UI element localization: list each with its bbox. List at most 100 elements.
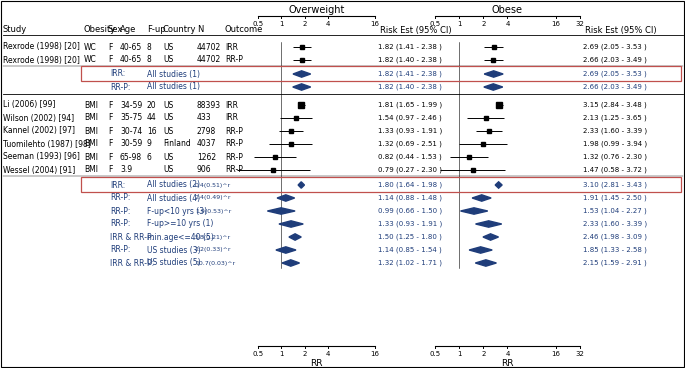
Text: 2.33 (1.60 - 3.39 ): 2.33 (1.60 - 3.39 ) [583,221,647,227]
Polygon shape [483,234,499,240]
Text: 1.54 (0.97 - 2.46 ): 1.54 (0.97 - 2.46 ) [378,115,442,121]
Text: 1.82 (1.41 - 2.38 ): 1.82 (1.41 - 2.38 ) [378,71,442,77]
Text: 1: 1 [279,350,284,357]
Polygon shape [495,182,502,188]
Text: 1.33 (0.93 - 1.91 ): 1.33 (0.93 - 1.91 ) [378,128,443,134]
Text: BMI: BMI [84,113,98,123]
Polygon shape [469,247,493,253]
Text: 0.5: 0.5 [429,21,440,26]
Polygon shape [292,84,311,90]
Text: All studies (1): All studies (1) [147,70,200,78]
Text: US: US [163,113,173,123]
Text: BMI: BMI [84,166,98,174]
Text: US studies (5): US studies (5) [147,258,201,268]
Text: Wessel (2004) [91]: Wessel (2004) [91] [3,166,75,174]
Text: RR-P:: RR-P: [110,206,130,216]
Text: 2.15 (1.59 - 2.91 ): 2.15 (1.59 - 2.91 ) [583,260,647,266]
Text: IRR: IRR [225,113,238,123]
Text: 2.46 (1.98 - 3.09 ): 2.46 (1.98 - 3.09 ) [583,234,647,240]
Text: 8: 8 [147,56,152,64]
Text: 32: 32 [575,21,584,26]
Polygon shape [293,71,311,77]
Text: 2.66 (2.03 - 3.49 ): 2.66 (2.03 - 3.49 ) [583,57,647,63]
Text: Country: Country [163,25,197,35]
Polygon shape [475,221,501,227]
Text: 2.2(0.33)^r: 2.2(0.33)^r [195,248,232,252]
Text: 2.69 (2.05 - 3.53 ): 2.69 (2.05 - 3.53 ) [583,71,647,77]
Polygon shape [282,260,299,266]
Text: 2: 2 [481,21,486,26]
Text: 9: 9 [147,139,152,149]
Text: 1.81 (1.65 - 1.99 ): 1.81 (1.65 - 1.99 ) [378,102,442,108]
Text: All studies (2): All studies (2) [147,180,200,190]
Text: US studies (3): US studies (3) [147,245,201,255]
Text: Age: Age [120,25,136,35]
Text: 1.14 (0.88 - 1.48 ): 1.14 (0.88 - 1.48 ) [378,195,442,201]
Polygon shape [279,221,303,227]
Text: F-up<10 yrs (3): F-up<10 yrs (3) [147,206,207,216]
Text: Tuomilehto (1987) [98]: Tuomilehto (1987) [98] [3,139,90,149]
Text: 1.14 (0.85 - 1.54 ): 1.14 (0.85 - 1.54 ) [378,247,442,253]
Text: Finland: Finland [163,139,190,149]
Text: 4037: 4037 [197,139,216,149]
Polygon shape [460,208,488,214]
Text: 16: 16 [371,350,379,357]
Text: 1.91 (1.45 - 2.50 ): 1.91 (1.45 - 2.50 ) [583,195,647,201]
Text: BMI: BMI [84,139,98,149]
Text: F-up: F-up [147,25,166,35]
Text: F: F [108,139,112,149]
Text: Seeman (1993) [96]: Seeman (1993) [96] [3,152,80,162]
Text: 4: 4 [506,21,510,26]
Text: Kannel (2002) [97]: Kannel (2002) [97] [3,127,75,135]
Text: 906: 906 [197,166,212,174]
Text: F: F [108,113,112,123]
Text: F: F [108,127,112,135]
Text: 0.5: 0.5 [429,350,440,357]
Text: 0.82 (0.44 - 1.53 ): 0.82 (0.44 - 1.53 ) [378,154,442,160]
Text: 433: 433 [197,113,212,123]
Text: 0.5: 0.5 [253,350,264,357]
Text: 4: 4 [326,350,330,357]
Polygon shape [289,234,301,240]
Text: All studies (4): All studies (4) [147,194,200,202]
Text: 0.99 (0.66 - 1.50 ): 0.99 (0.66 - 1.50 ) [378,208,442,214]
Text: 3.9: 3.9 [120,166,132,174]
Text: RR-P: RR-P [225,139,243,149]
Text: US: US [163,152,173,162]
Polygon shape [277,195,295,201]
Text: WC: WC [84,42,97,52]
Text: Outcome: Outcome [225,25,263,35]
Text: 1.82 (1.40 - 2.38 ): 1.82 (1.40 - 2.38 ) [378,57,442,63]
Text: 88393: 88393 [197,100,221,110]
Text: WC: WC [84,56,97,64]
Text: 6: 6 [147,152,152,162]
Text: 1.85 (1.33 - 2.58 ): 1.85 (1.33 - 2.58 ) [583,247,647,253]
Text: 65-98: 65-98 [120,152,142,162]
Bar [81,177,681,191]
Polygon shape [475,260,497,266]
Text: F: F [108,56,112,64]
Text: US: US [163,42,173,52]
Text: 1.53 (1.04 - 2.27 ): 1.53 (1.04 - 2.27 ) [583,208,647,214]
Text: 2.69 (2.05 - 3.53 ): 2.69 (2.05 - 3.53 ) [583,44,647,50]
Text: US: US [163,56,173,64]
Text: 4: 4 [506,350,510,357]
Text: 1.50 (1.25 - 1.80 ): 1.50 (1.25 - 1.80 ) [378,234,442,240]
Text: RR: RR [310,359,323,368]
Text: 1: 1 [279,21,284,26]
Text: 2.4(0.49)^r: 2.4(0.49)^r [195,195,232,201]
Text: BMI: BMI [84,127,98,135]
Text: 4: 4 [326,21,330,26]
Text: 0.4(0.51)^r: 0.4(0.51)^r [195,183,231,188]
Text: 30-74: 30-74 [120,127,142,135]
Text: Overweight: Overweight [288,5,345,15]
Text: Rexrode (1998) [20]: Rexrode (1998) [20] [3,56,80,64]
Text: 40-65: 40-65 [120,42,142,52]
Text: BMI: BMI [84,100,98,110]
Text: Study: Study [3,25,27,35]
Text: IRR: IRR [225,100,238,110]
Text: 2: 2 [303,21,307,26]
Text: Risk Est (95% CI): Risk Est (95% CI) [380,25,451,35]
Text: 0.5: 0.5 [253,21,264,26]
Polygon shape [298,182,304,188]
